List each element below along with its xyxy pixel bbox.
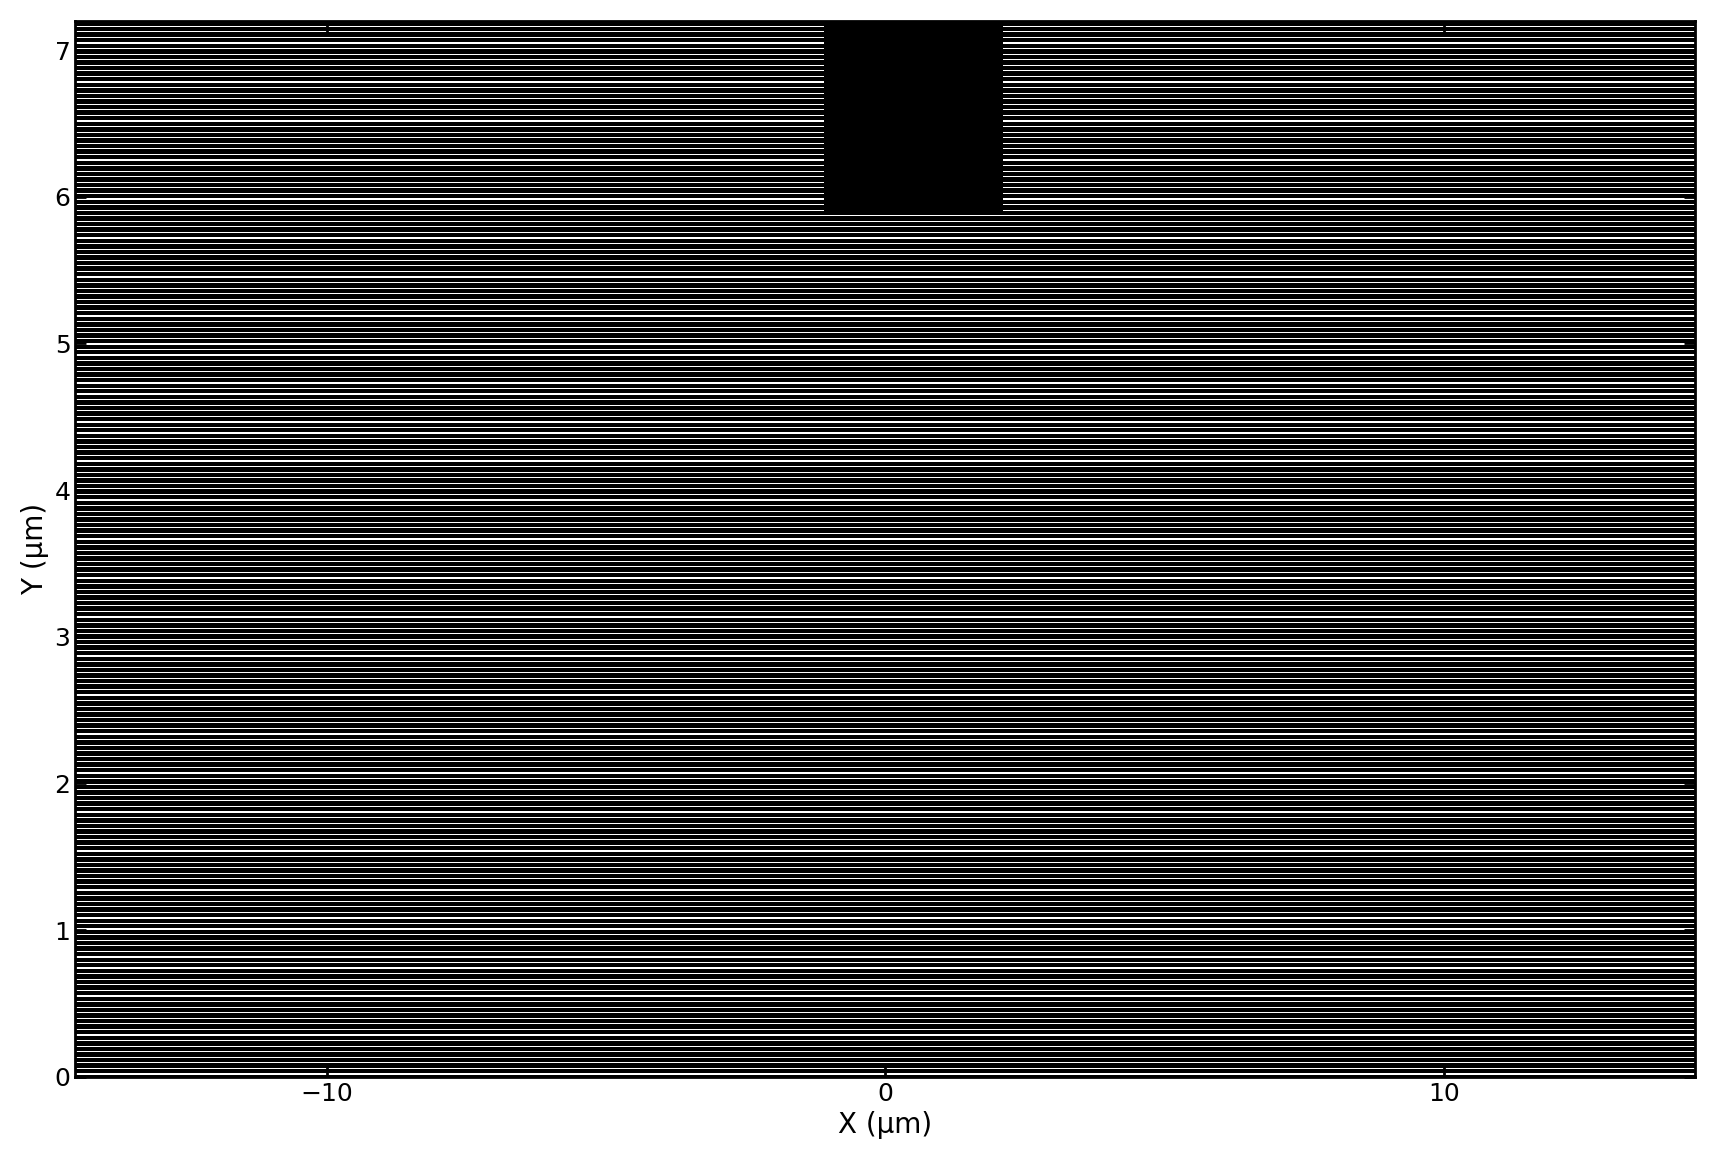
Bar	[824, 14, 1002, 215]
X-axis label: X (μm): X (μm)	[837, 1111, 932, 1139]
Y-axis label: Y (μm): Y (μm)	[21, 502, 48, 595]
